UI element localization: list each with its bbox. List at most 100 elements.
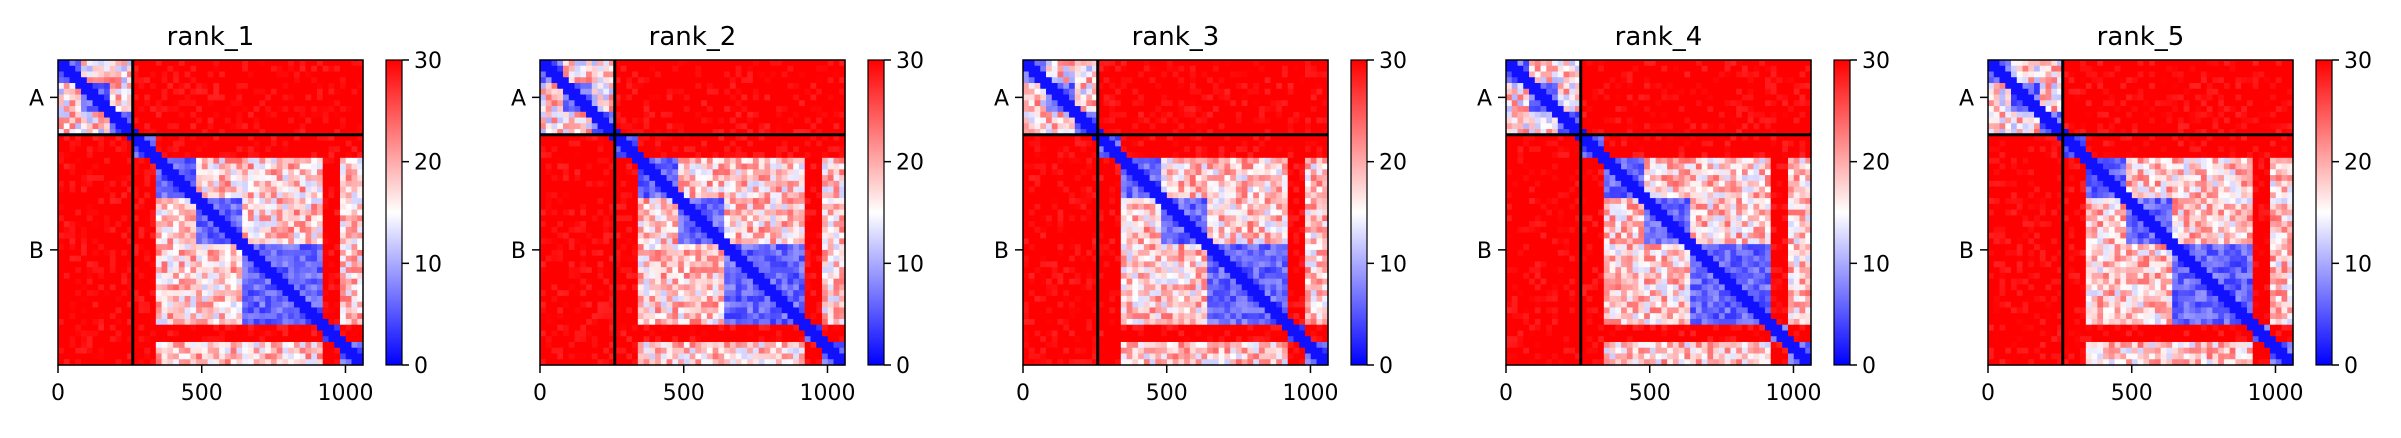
heatmap-cell	[247, 129, 255, 136]
heatmap-cell	[132, 146, 140, 153]
heatmap-cell	[81, 249, 88, 257]
heatmap-cell	[787, 215, 794, 222]
heatmap-cell	[104, 117, 111, 124]
heatmap-cell	[311, 284, 318, 291]
heatmap-cell	[173, 134, 180, 142]
heatmap-cell	[620, 180, 627, 188]
heatmap-cell	[115, 353, 122, 360]
heatmap-cell	[827, 203, 835, 211]
heatmap-cell	[689, 169, 696, 176]
heatmap-cell	[282, 71, 289, 78]
heatmap-cell	[752, 238, 760, 245]
heatmap-cell	[75, 152, 82, 159]
heatmap-cell	[115, 267, 122, 274]
heatmap-cell	[98, 290, 105, 297]
heatmap-cell	[603, 284, 610, 291]
heatmap-cell	[305, 353, 312, 360]
heatmap-cell	[839, 140, 846, 147]
heatmap-cell	[770, 255, 777, 263]
heatmap-cell	[132, 336, 140, 343]
heatmap-cell	[311, 203, 318, 211]
heatmap-cell	[580, 163, 587, 170]
heatmap-cell	[827, 232, 835, 239]
heatmap-cell	[190, 111, 197, 119]
heatmap-cell	[92, 238, 99, 245]
heatmap-cell	[609, 106, 616, 113]
heatmap-cell	[666, 232, 673, 239]
heatmap-cell	[86, 324, 94, 332]
heatmap-cell	[178, 347, 186, 355]
heatmap-cell	[551, 163, 558, 170]
heatmap-cell	[632, 215, 639, 222]
heatmap-cell	[706, 244, 714, 251]
heatmap-cell	[597, 129, 604, 136]
heatmap-cell	[196, 123, 203, 130]
heatmap-cell	[632, 169, 639, 176]
heatmap-cell	[574, 152, 581, 159]
heatmap-cell	[196, 77, 203, 84]
heatmap-cell	[816, 129, 823, 136]
heatmap-cell	[58, 186, 65, 193]
heatmap-cell	[265, 71, 272, 78]
heatmap-cell	[305, 318, 312, 326]
heatmap-cell	[764, 117, 771, 124]
heatmap-cell	[173, 318, 180, 326]
heatmap-cell	[322, 359, 330, 366]
heatmap-cell	[213, 186, 220, 193]
heatmap-cell	[127, 111, 134, 119]
heatmap-cell	[328, 123, 335, 130]
heatmap-cell	[574, 278, 581, 286]
heatmap-cell	[288, 313, 295, 320]
heatmap-cell	[144, 255, 151, 263]
heatmap-cell	[626, 272, 633, 280]
heatmap-cell	[196, 226, 203, 234]
heatmap-cell	[161, 106, 168, 113]
heatmap-cell	[649, 192, 656, 199]
heatmap-cell	[127, 192, 134, 199]
heatmap-cell	[798, 272, 806, 280]
heatmap-cell	[816, 123, 823, 130]
heatmap-cell	[609, 192, 616, 199]
heatmap-cell	[741, 71, 748, 78]
heatmap-cell	[775, 88, 783, 96]
heatmap-cell	[81, 88, 88, 96]
heatmap-cell	[58, 123, 65, 130]
heatmap-cell	[632, 88, 639, 96]
heatmap-cell	[597, 284, 604, 291]
heatmap-cell	[339, 359, 347, 366]
heatmap-cell	[316, 157, 324, 165]
heatmap-cell	[712, 278, 719, 286]
heatmap-cell	[787, 180, 794, 188]
heatmap-cell	[236, 353, 243, 360]
heatmap-cell	[568, 111, 576, 119]
heatmap-cell	[741, 238, 748, 245]
heatmap-cell	[127, 359, 134, 366]
heatmap-cell	[540, 117, 547, 124]
heatmap-cell	[551, 129, 558, 136]
heatmap-cell	[259, 295, 266, 303]
heatmap-cell	[150, 272, 157, 280]
heatmap-cell	[764, 186, 771, 193]
heatmap-cell	[672, 284, 679, 291]
heatmap-cell	[345, 238, 353, 245]
heatmap-cell	[305, 301, 312, 309]
heatmap-cell	[632, 244, 639, 251]
heatmap-cell	[161, 60, 168, 67]
colorbar-tick-label: 30	[414, 49, 442, 74]
heatmap-cell	[196, 169, 203, 176]
heatmap-cell	[839, 134, 846, 142]
heatmap-cell	[827, 261, 835, 268]
heatmap-cell	[155, 232, 163, 239]
heatmap-cell	[695, 198, 702, 205]
heatmap-cell	[649, 215, 656, 222]
heatmap-cell	[770, 209, 777, 216]
heatmap-cell	[758, 232, 766, 239]
heatmap-cell	[127, 169, 134, 176]
heatmap-cell	[92, 353, 99, 360]
heatmap-cell	[695, 117, 702, 124]
heatmap-cell	[597, 272, 604, 280]
heatmap-cell	[787, 232, 794, 239]
heatmap-cell	[322, 146, 330, 153]
heatmap-cell	[752, 180, 760, 188]
heatmap-cell	[121, 330, 128, 337]
